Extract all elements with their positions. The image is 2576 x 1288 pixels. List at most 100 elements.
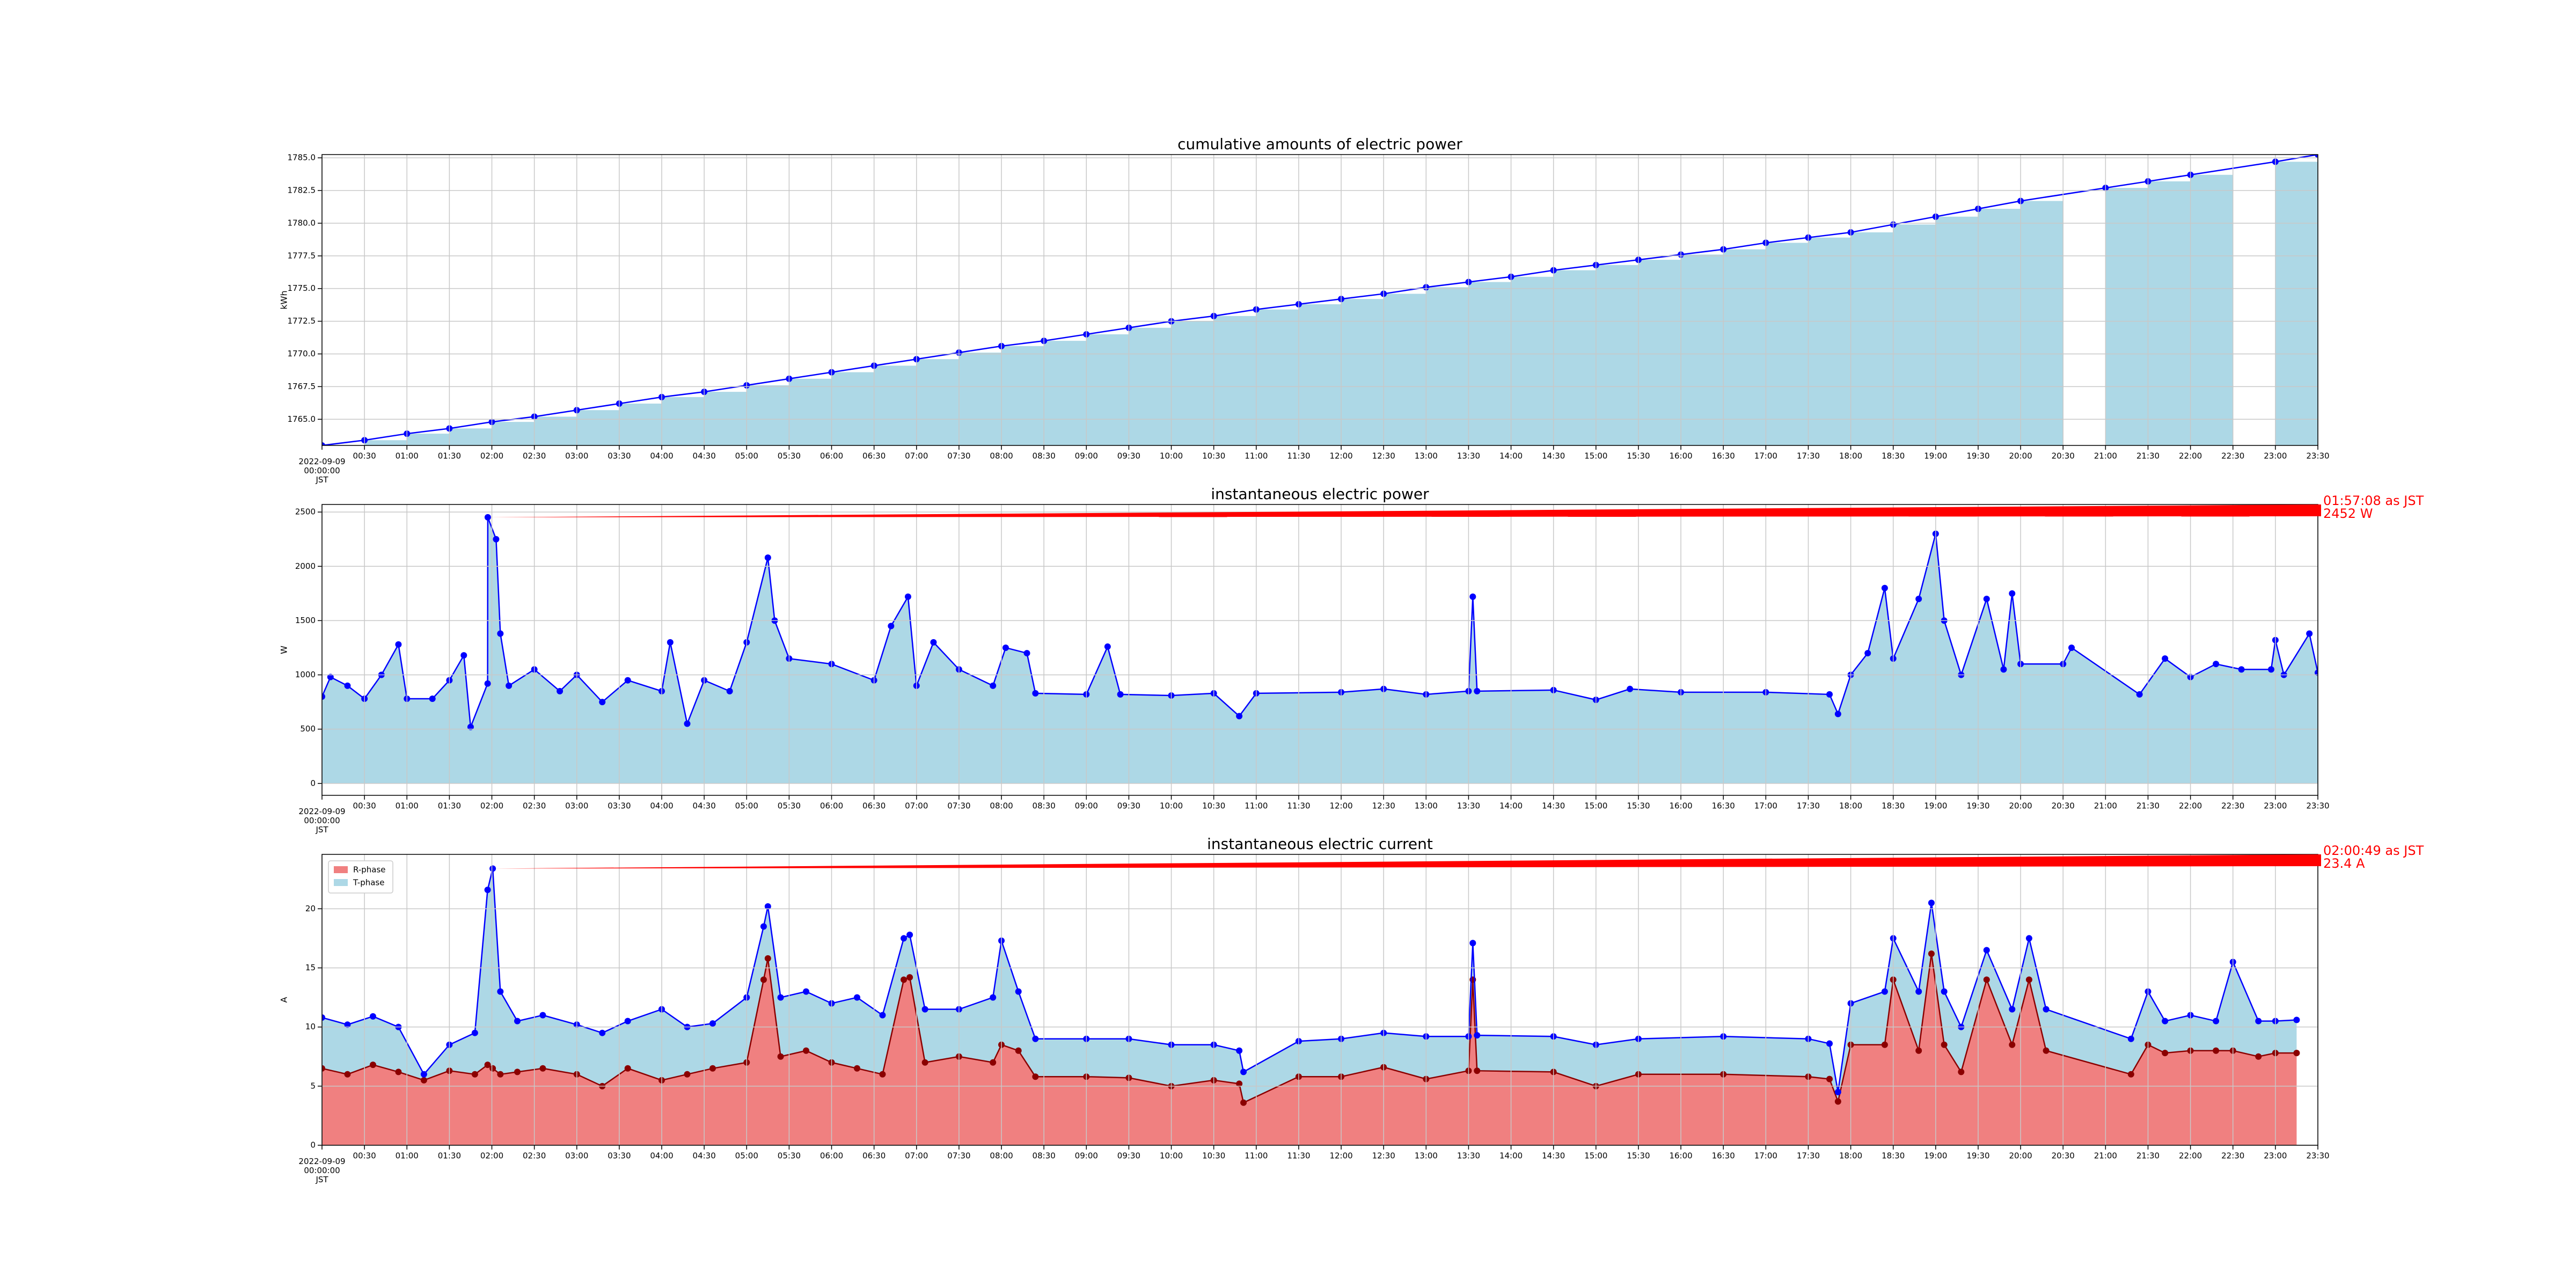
x-tick-label: 04:30 [693, 1151, 716, 1161]
x-tick-label: 21:30 [2136, 451, 2160, 461]
data-point [497, 1071, 504, 1078]
data-point [1941, 1041, 1948, 1048]
bar [2105, 188, 2148, 445]
data-point [1915, 988, 1922, 995]
data-point [709, 1065, 716, 1072]
x-tick-label: 06:00 [820, 451, 843, 461]
bar [1596, 265, 1638, 445]
x-tick-label: 19:00 [1924, 451, 1947, 461]
x-tick-label: 09:30 [1117, 451, 1140, 461]
x-tick-label: 13:30 [1457, 801, 1480, 811]
x-tick-label: 04:00 [650, 801, 673, 811]
annotation-text: 01:57:08 as JST [2323, 493, 2424, 508]
x-tick-label: 23:30 [2306, 451, 2329, 461]
data-point [2315, 155, 2318, 158]
x-tick-label: 16:30 [1712, 1151, 1735, 1161]
bar [1978, 209, 2021, 445]
data-point [1236, 1080, 1243, 1087]
data-point [369, 1013, 376, 1020]
data-point [344, 1021, 351, 1028]
x-tick-label: 01:00 [396, 801, 419, 811]
x-tick-label: 17:30 [1797, 1151, 1820, 1161]
x-tick-label: 02:00 [480, 1151, 503, 1161]
x-tick-label: 2022-09-09 00:00:00 JST [298, 807, 346, 835]
data-point [467, 723, 474, 730]
data-point [2162, 1018, 2169, 1024]
bar [407, 434, 450, 445]
data-point [471, 1029, 478, 1036]
data-point [484, 680, 491, 687]
x-tick-label: 19:30 [1966, 451, 1989, 461]
data-point [2162, 655, 2169, 662]
data-point [506, 682, 513, 689]
bar [1766, 243, 1809, 445]
bar [1681, 254, 1724, 445]
y-axis-label: A [279, 997, 289, 1002]
data-point [2000, 666, 2007, 673]
data-point [879, 1012, 886, 1019]
data-point [322, 1065, 325, 1072]
x-tick-label: 16:30 [1712, 451, 1735, 461]
y-tick-label: 10 [305, 1022, 316, 1031]
x-tick-label: 03:30 [608, 1151, 631, 1161]
data-point [2213, 1047, 2220, 1054]
data-point [2136, 691, 2143, 698]
data-point [2025, 935, 2032, 942]
x-tick-label: 06:00 [820, 801, 843, 811]
x-tick-label: 05:30 [778, 801, 801, 811]
x-tick-label: 03:00 [565, 451, 588, 461]
data-point [1032, 1073, 1039, 1080]
x-tick-label: 09:30 [1117, 801, 1140, 811]
y-axis-label: W [279, 646, 289, 654]
x-tick-label: 21:00 [2094, 1151, 2117, 1161]
x-tick-label: 22:30 [2221, 801, 2244, 811]
data-point [777, 994, 784, 1001]
x-tick-label: 02:30 [523, 1151, 546, 1161]
x-tick-label: 17:30 [1797, 801, 1820, 811]
data-point [514, 1018, 521, 1024]
data-point [1928, 899, 1935, 906]
x-tick-label: 23:00 [2264, 1151, 2287, 1161]
data-point [2255, 1053, 2262, 1060]
x-tick-label: 18:30 [1882, 801, 1905, 811]
y-tick-label: 15 [305, 963, 316, 972]
y-tick-label: 1765.0 [288, 414, 316, 424]
x-tick-label: 02:00 [480, 801, 503, 811]
data-point [1032, 1035, 1039, 1042]
bar [1511, 276, 1554, 445]
data-point [429, 696, 436, 702]
bar [1553, 270, 1596, 445]
bar [534, 416, 577, 445]
x-tick-label: 15:00 [1584, 1151, 1607, 1161]
bar [1893, 224, 1936, 445]
data-point [599, 1029, 606, 1036]
x-tick-label: 14:00 [1499, 451, 1523, 461]
axes-frame [321, 504, 2318, 796]
x-tick-label: 10:30 [1202, 1151, 1225, 1161]
x-tick-label: 18:30 [1882, 451, 1905, 461]
data-point [1881, 584, 1888, 591]
data-point [395, 641, 402, 648]
x-tick-label: 20:30 [2052, 801, 2075, 811]
x-tick-label: 22:00 [2179, 451, 2202, 461]
x-tick-label: 15:30 [1627, 451, 1650, 461]
x-tick-label: 20:30 [2052, 451, 2075, 461]
area-fill [322, 954, 2297, 1145]
x-tick-label: 23:00 [2264, 801, 2287, 811]
data-point [777, 1053, 784, 1060]
annotation-text: 02:00:49 as JST [2323, 843, 2424, 858]
x-tick-label: 05:00 [735, 801, 758, 811]
bar [1426, 287, 1469, 445]
x-tick-label: 19:30 [1966, 1151, 1989, 1161]
x-tick-label: 09:30 [1117, 1151, 1140, 1161]
legend-label: T-phase [353, 878, 384, 888]
data-point [854, 994, 861, 1001]
x-tick-label: 12:30 [1372, 1151, 1395, 1161]
data-point [760, 923, 767, 930]
data-point [667, 639, 674, 646]
axes-frame [321, 854, 2318, 1146]
x-tick-label: 12:30 [1372, 451, 1395, 461]
y-tick-label: 1780.0 [288, 218, 316, 228]
data-point [764, 903, 771, 910]
